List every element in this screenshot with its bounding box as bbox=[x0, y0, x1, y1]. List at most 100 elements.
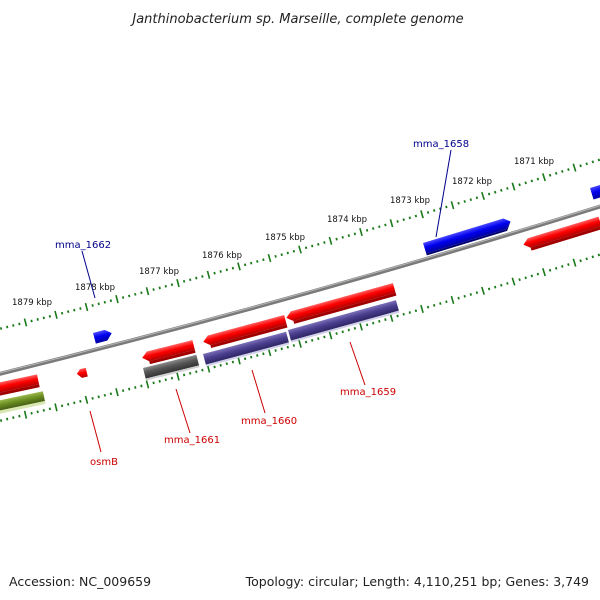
outer-track-minor-tick bbox=[262, 258, 265, 262]
inner-track-minor-tick bbox=[347, 328, 350, 332]
inner-track-minor-tick bbox=[170, 376, 174, 380]
outer-track-minor-tick bbox=[493, 190, 497, 194]
inner-track-minor-tick bbox=[73, 401, 76, 405]
inner-track-minor-tick bbox=[384, 318, 387, 322]
inner-track-minor-tick bbox=[140, 384, 143, 388]
outer-track-minor-tick bbox=[378, 225, 381, 229]
inner-track-major-tick bbox=[145, 380, 150, 389]
inner-track-minor-tick bbox=[475, 291, 479, 295]
inner-track-minor-tick bbox=[195, 370, 198, 374]
gene-red-left[interactable] bbox=[0, 374, 40, 397]
callout-line-mma_1659 bbox=[349, 341, 366, 386]
outer-track-minor-tick bbox=[170, 283, 174, 287]
gene-mma_1661-red[interactable] bbox=[141, 340, 196, 365]
outer-track-minor-tick bbox=[60, 311, 64, 315]
tick-label-1875: 1875 kbp bbox=[265, 233, 305, 243]
feature-mma_1660-cds[interactable] bbox=[203, 331, 290, 367]
inner-track-minor-tick bbox=[79, 399, 82, 403]
outer-track-minor-tick bbox=[30, 319, 33, 323]
feature-olive-left[interactable] bbox=[0, 391, 46, 415]
outer-track-minor-tick bbox=[372, 227, 375, 230]
outer-track-minor-tick bbox=[48, 314, 52, 318]
inner-track-minor-tick bbox=[414, 309, 418, 313]
tick-label-1879: 1879 kbp bbox=[12, 298, 52, 308]
callout-line-mma_1660 bbox=[251, 369, 266, 414]
label-osmB[interactable]: osmB bbox=[90, 457, 118, 468]
inner-track-minor-tick bbox=[597, 253, 600, 257]
reverse-strand-genes bbox=[93, 182, 600, 344]
outer-track-minor-tick bbox=[475, 196, 479, 200]
tick-label-1878: 1878 kbp bbox=[75, 283, 115, 293]
outer-track-minor-tick bbox=[317, 242, 320, 246]
gene-red-right[interactable] bbox=[522, 216, 600, 253]
outer-track-minor-tick bbox=[347, 234, 350, 238]
gene-mma_1658[interactable] bbox=[423, 217, 513, 256]
inner-track-minor-tick bbox=[213, 365, 216, 369]
inner-track-minor-tick bbox=[292, 344, 296, 347]
outer-track-major-tick bbox=[420, 210, 424, 219]
label-mma_1660[interactable]: mma_1660 bbox=[241, 416, 297, 427]
outer-track-minor-tick bbox=[121, 296, 125, 299]
tick-label-1871: 1871 kbp bbox=[514, 157, 554, 167]
label-mma_1662[interactable]: mma_1662 bbox=[55, 240, 111, 251]
inner-track-minor-tick bbox=[97, 395, 100, 399]
outer-track-minor-tick bbox=[213, 271, 216, 275]
inner-track-minor-tick bbox=[457, 296, 460, 300]
outer-track-minor-tick bbox=[0, 327, 3, 330]
inner-track-minor-tick bbox=[6, 417, 9, 421]
label-mma_1661[interactable]: mma_1661 bbox=[164, 435, 220, 446]
inner-track-minor-tick bbox=[274, 349, 277, 352]
inner-track-minor-tick bbox=[378, 319, 381, 323]
inner-track-minor-tick bbox=[286, 345, 289, 349]
outer-track-minor-tick bbox=[335, 237, 338, 241]
outer-track-major-tick bbox=[84, 302, 89, 312]
gene-osmB[interactable] bbox=[76, 367, 88, 379]
inner-track-minor-tick bbox=[128, 387, 131, 391]
outer-track-minor-tick bbox=[189, 278, 192, 282]
label-mma_1659[interactable]: mma_1659 bbox=[340, 387, 396, 398]
gene-blue-partial[interactable] bbox=[590, 182, 600, 200]
feature-mma_1661-gray[interactable] bbox=[143, 354, 200, 381]
feature-mma_1659-cds[interactable] bbox=[288, 300, 400, 343]
inner-track-major-tick bbox=[450, 295, 455, 305]
inner-track-minor-tick bbox=[256, 354, 259, 357]
inner-track-minor-tick bbox=[225, 362, 228, 366]
callout-line-mma_1661 bbox=[175, 388, 191, 434]
outer-track-minor-tick bbox=[506, 187, 509, 190]
outer-track-minor-tick bbox=[396, 220, 399, 223]
inner-track-minor-tick bbox=[353, 326, 357, 330]
outer-track-major-tick bbox=[267, 253, 272, 263]
inner-track-minor-tick bbox=[231, 360, 235, 364]
inner-track-minor-tick bbox=[219, 363, 222, 367]
outer-track-minor-tick bbox=[353, 232, 357, 236]
outer-track-minor-tick bbox=[243, 263, 247, 267]
label-mma_1658[interactable]: mma_1658 bbox=[413, 139, 469, 150]
outer-track-major-tick bbox=[23, 318, 28, 327]
outer-track-minor-tick bbox=[73, 308, 76, 312]
outer-track-minor-tick bbox=[256, 260, 259, 263]
outer-track-major-tick bbox=[450, 201, 455, 210]
inner-track-minor-tick bbox=[189, 371, 192, 375]
inner-track-minor-tick bbox=[280, 347, 283, 351]
inner-track-minor-tick bbox=[67, 402, 70, 406]
inner-track-minor-tick bbox=[304, 340, 308, 344]
gene-mma_1659-red[interactable] bbox=[285, 283, 397, 325]
inner-track-minor-tick bbox=[585, 257, 588, 261]
inner-track-minor-tick bbox=[554, 266, 558, 270]
feature-track bbox=[0, 300, 400, 415]
gene-mma_1662[interactable] bbox=[93, 328, 113, 344]
outer-track-minor-tick bbox=[561, 170, 564, 173]
inner-track-minor-tick bbox=[91, 396, 94, 400]
tick-label-1877: 1877 kbp bbox=[139, 267, 179, 277]
inner-track-major-tick bbox=[23, 410, 28, 419]
outer-track-minor-tick bbox=[201, 275, 204, 278]
outer-track-minor-tick bbox=[274, 254, 277, 258]
outer-track-minor-tick bbox=[433, 209, 436, 212]
outer-track-minor-tick bbox=[97, 302, 100, 306]
outer-track-major-tick bbox=[176, 278, 180, 288]
inner-track-major-tick bbox=[328, 331, 333, 340]
gene-mma_1660-red[interactable] bbox=[202, 315, 288, 350]
inner-track-minor-tick bbox=[164, 378, 167, 382]
inner-track-minor-tick bbox=[548, 268, 552, 272]
